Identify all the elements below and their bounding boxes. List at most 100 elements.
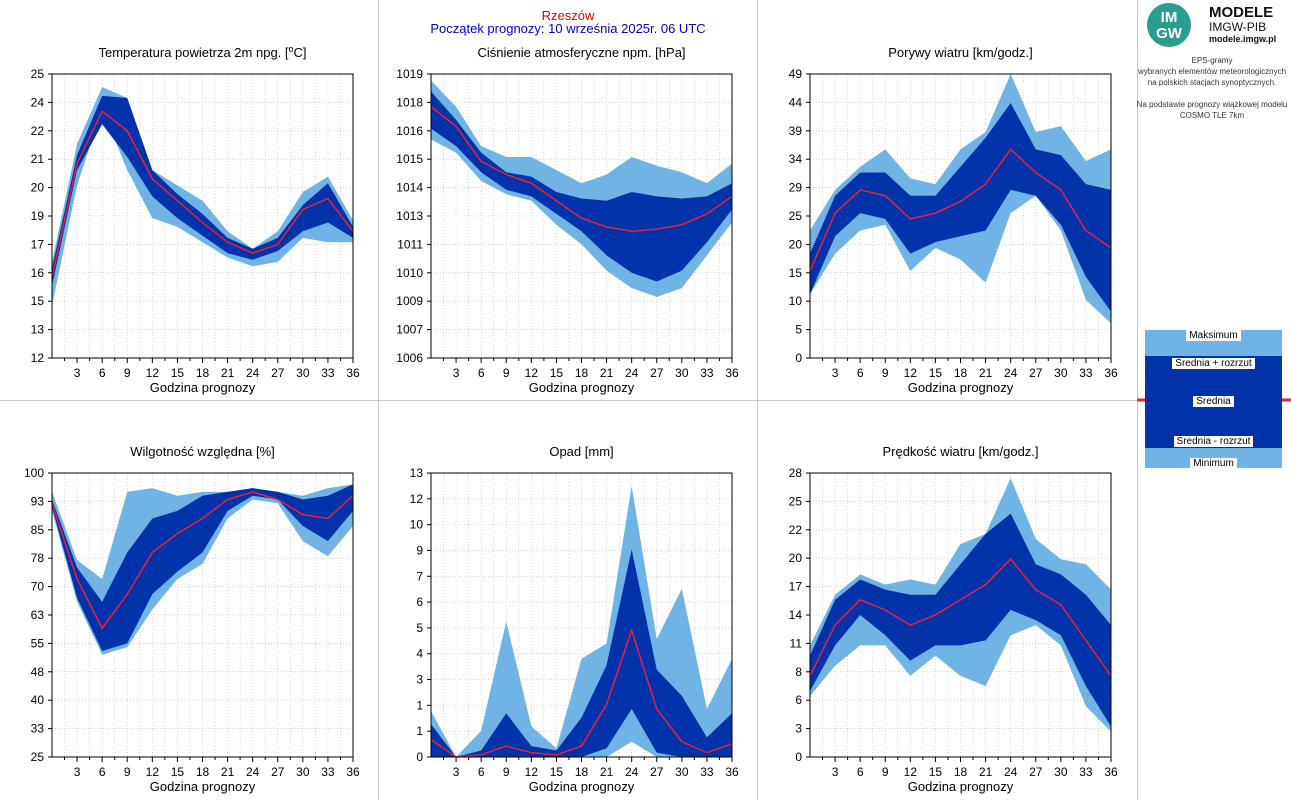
x-tick-label: 3 xyxy=(832,366,839,380)
y-tick-label: 1006 xyxy=(396,351,423,365)
y-tick-label: 29 xyxy=(789,181,803,195)
x-tick-label: 33 xyxy=(700,366,714,380)
x-tick-label: 6 xyxy=(857,366,864,380)
x-tick-label: 36 xyxy=(346,765,360,779)
mean-line xyxy=(809,558,1112,677)
legend-label-max: Maksimum xyxy=(1145,330,1282,341)
imgw-logo[interactable]: IM GW MODELE IMGW-PIB modele.imgw.pl xyxy=(1143,0,1291,50)
x-axis-label: Godzina prognozy xyxy=(150,779,256,794)
x-tick-label: 21 xyxy=(221,765,235,779)
y-tick-label: 7 xyxy=(416,569,423,583)
y-tick-label: 78 xyxy=(31,551,45,565)
y-tick-label: 19 xyxy=(31,209,45,223)
chart-title: Prędkość wiatru [km/godz.] xyxy=(882,444,1038,459)
y-tick-label: 40 xyxy=(31,693,45,707)
x-tick-label: 27 xyxy=(271,366,285,380)
y-tick-label: 1016 xyxy=(396,124,423,138)
y-tick-label: 93 xyxy=(31,494,45,508)
x-tick-label: 24 xyxy=(625,366,639,380)
info-line-5: Na podstawie prognozy wiązkowej modelu xyxy=(1136,100,1288,109)
x-tick-label: 12 xyxy=(525,765,539,779)
x-tick-label: 9 xyxy=(124,765,131,779)
logo-mark-bottom: GW xyxy=(1156,25,1182,42)
station-name: Rzeszów xyxy=(541,8,595,23)
y-tick-label: 11 xyxy=(790,636,803,650)
x-tick-label: 9 xyxy=(882,765,889,779)
y-tick-label: 17 xyxy=(31,237,45,251)
x-tick-label: 9 xyxy=(124,366,131,380)
x-tick-label: 36 xyxy=(1104,765,1118,779)
x-axis-label: Godzina prognozy xyxy=(908,779,1014,794)
mean-line xyxy=(51,109,354,278)
mean-line xyxy=(809,148,1112,272)
x-axis-label: Godzina prognozy xyxy=(529,779,635,794)
chart-humidity: Wilgotność względna [%]25334048556370788… xyxy=(24,444,360,794)
x-tick-label: 36 xyxy=(346,366,360,380)
chart-title: Porywy wiatru [km/godz.] xyxy=(888,45,1033,60)
y-tick-label: 12 xyxy=(410,492,424,506)
mean-line xyxy=(51,491,354,630)
x-tick-label: 36 xyxy=(725,366,739,380)
x-tick-label: 12 xyxy=(525,366,539,380)
y-tick-label: 1013 xyxy=(396,209,423,223)
x-tick-label: 33 xyxy=(1079,366,1093,380)
x-tick-label: 6 xyxy=(478,765,485,779)
y-tick-label: 17 xyxy=(789,580,803,594)
x-tick-label: 9 xyxy=(503,366,510,380)
info-line-2: wybranych elementów meteorologicznych xyxy=(1137,67,1287,76)
y-tick-label: 1018 xyxy=(396,95,423,109)
title-degree: o xyxy=(289,44,294,54)
x-tick-label: 30 xyxy=(296,765,310,779)
chart-pressure: Ciśnienie atmosferyczne npm. [hPa] 1006 10… xyxy=(396,45,739,395)
chart-title: Ciśnienie atmosferyczne npm. [hPa] xyxy=(477,45,685,60)
y-tick-label: 12 xyxy=(31,351,45,365)
y-tick-label: 1007 xyxy=(396,323,423,337)
x-tick-label: 33 xyxy=(321,366,335,380)
y-tick-label: 14 xyxy=(789,608,803,622)
logo-title: MODELE xyxy=(1209,4,1274,21)
y-tick-label: 28 xyxy=(789,466,803,480)
x-tick-label: 30 xyxy=(675,366,689,380)
y-tick-label: 70 xyxy=(31,580,45,594)
y-tick-label: 13 xyxy=(410,466,424,480)
x-tick-label: 18 xyxy=(196,765,210,779)
x-tick-label: 6 xyxy=(99,366,106,380)
y-tick-label: 20 xyxy=(31,181,45,195)
y-tick-label: 5 xyxy=(416,621,423,635)
legend-label-mean: Średnia xyxy=(1145,396,1282,407)
y-tick-label: 13 xyxy=(31,323,45,337)
x-tick-label: 12 xyxy=(146,366,160,380)
x-tick-label: 15 xyxy=(550,366,564,380)
mean-line xyxy=(430,106,733,233)
x-tick-label: 3 xyxy=(832,765,839,779)
y-tick-label: 3 xyxy=(416,673,423,687)
x-tick-label: 36 xyxy=(725,765,739,779)
x-tick-label: 21 xyxy=(221,366,235,380)
x-tick-label: 24 xyxy=(625,765,639,779)
x-tick-label: 9 xyxy=(882,366,889,380)
y-tick-label: 9 xyxy=(416,543,423,557)
x-tick-label: 27 xyxy=(271,765,285,779)
info-line-1: EPS-gramy xyxy=(1191,56,1233,65)
logo-mark: IM GW xyxy=(1147,3,1191,47)
x-tick-label: 27 xyxy=(650,366,664,380)
y-tick-label: 0 xyxy=(416,750,423,764)
x-tick-label: 24 xyxy=(246,366,260,380)
logo-url: modele.imgw.pl xyxy=(1209,34,1277,44)
y-tick-label: 1014 xyxy=(396,181,423,195)
band-spread xyxy=(52,95,353,286)
legend-label-min: Minimum xyxy=(1145,458,1282,469)
y-tick-label: 15 xyxy=(31,294,45,308)
y-tick-label: 10 xyxy=(410,518,424,532)
x-tick-label: 27 xyxy=(650,765,664,779)
x-tick-label: 24 xyxy=(1004,765,1018,779)
y-tick-label: 1 xyxy=(416,724,423,738)
x-tick-label: 6 xyxy=(99,765,106,779)
y-tick-label: 5 xyxy=(795,323,802,337)
logo-org: IMGW-PIB xyxy=(1209,20,1267,34)
y-tick-label: 48 xyxy=(31,665,45,679)
x-tick-label: 21 xyxy=(979,765,993,779)
chart-wind: Prędkość wiatru [km/godz.]03681114172022… xyxy=(789,444,1118,794)
